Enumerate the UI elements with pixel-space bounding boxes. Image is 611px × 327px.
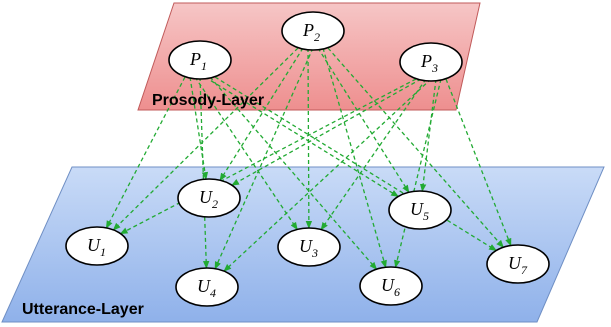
node-p2: P2 [281, 11, 345, 51]
node-u4: U4 [175, 267, 239, 307]
node-u2-label: U2 [199, 187, 218, 211]
edge-p1-u4 [199, 76, 210, 269]
node-u3-ellipse [277, 227, 341, 267]
node-p3-label: P3 [420, 51, 438, 75]
edge-p3-u2 [231, 78, 422, 186]
node-u1: U1 [65, 226, 129, 266]
edge-p2-u3 [305, 47, 313, 229]
node-u7-ellipse [486, 244, 550, 284]
node-u5-letter: U [410, 199, 424, 219]
node-u2-subscript: 2 [212, 197, 218, 211]
node-u6-letter: U [381, 275, 395, 295]
node-u4-ellipse [175, 267, 239, 307]
node-u7-label: U7 [508, 253, 528, 277]
node-p3-ellipse [399, 42, 463, 82]
node-p1-subscript: 1 [201, 59, 207, 73]
node-u7-letter: U [508, 253, 522, 273]
edge-p3-u4 [223, 78, 432, 272]
edge-p2-u1 [112, 47, 299, 231]
edge-p3-u3 [320, 78, 427, 231]
edge-p1-u5 [204, 76, 400, 198]
edge-p2-u5 [317, 47, 410, 194]
node-p1-ellipse [168, 40, 232, 80]
edge-p2-u7 [327, 47, 504, 249]
node-u5-label: U5 [410, 199, 429, 223]
edge-p3-u6 [394, 78, 442, 269]
node-u4-label: U4 [197, 276, 216, 300]
edge-p1-u3 [194, 76, 298, 231]
node-u1-subscript: 1 [100, 245, 106, 259]
node-u6-subscript: 6 [394, 285, 400, 299]
node-u3-letter: U [299, 236, 313, 256]
node-u6-label: U6 [381, 275, 400, 299]
edge-p1-u6 [209, 76, 378, 270]
edge-p1-u7 [214, 76, 498, 252]
edge-p2-u6 [322, 47, 387, 269]
node-u7-subscript: 7 [521, 263, 528, 277]
edge-p3-u7 [445, 78, 512, 247]
edge-p3-u5 [419, 78, 437, 193]
node-u2: U2 [177, 178, 241, 218]
node-p3: P3 [399, 42, 463, 82]
node-u5: U5 [388, 190, 452, 230]
edge-p1-u1 [105, 76, 186, 229]
node-u4-subscript: 4 [210, 286, 216, 300]
node-u6: U6 [359, 266, 423, 306]
node-p2-label: P2 [302, 20, 320, 44]
node-u3-label: U3 [299, 236, 318, 260]
node-u4-letter: U [197, 276, 211, 296]
node-u7: U7 [486, 244, 550, 284]
node-u1-letter: U [87, 235, 101, 255]
node-p2-ellipse [281, 11, 345, 51]
node-p1-letter: P [189, 49, 201, 69]
node-u6-ellipse [359, 266, 423, 306]
node-u5-subscript: 5 [423, 209, 429, 223]
node-u5-ellipse [388, 190, 452, 230]
node-p3-subscript: 3 [431, 61, 438, 75]
node-u3: U3 [277, 227, 341, 267]
node-p1: P1 [168, 40, 232, 80]
node-p2-letter: P [302, 20, 314, 40]
node-p2-subscript: 2 [314, 30, 320, 44]
node-u1-label: U1 [87, 235, 106, 259]
node-u2-ellipse [177, 178, 241, 218]
prosody-layer-label: Prosody-Layer [152, 92, 264, 109]
utterance-layer-label: Utterance-Layer [22, 301, 144, 318]
node-p3-letter: P [420, 51, 432, 71]
edge-p2-u2 [219, 47, 304, 182]
node-p1-label: P1 [189, 49, 207, 73]
node-u3-subscript: 3 [311, 246, 318, 260]
node-u2-letter: U [199, 187, 213, 207]
node-u1-ellipse [65, 226, 129, 266]
edge-group [105, 47, 512, 272]
